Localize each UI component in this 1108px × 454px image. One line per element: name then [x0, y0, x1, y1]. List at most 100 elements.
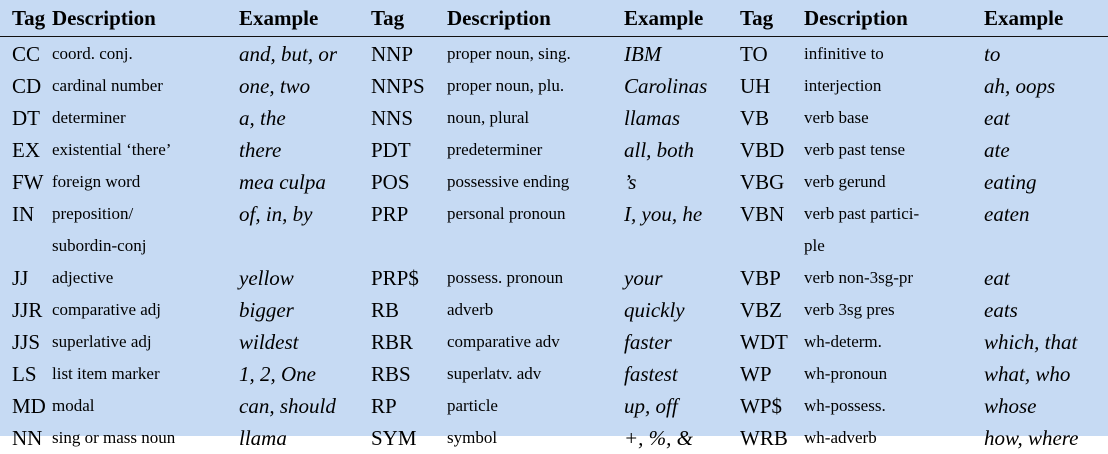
cell-description: determiner: [52, 108, 126, 127]
cell-tag: PRP: [371, 202, 409, 226]
cell-tag: CD: [12, 74, 42, 98]
cell-tag: JJ: [12, 266, 29, 290]
header-tag-2: Tag: [371, 6, 405, 30]
cell-example: llama: [239, 426, 287, 450]
cell-tag: WP$: [740, 394, 782, 418]
cell-tag: MD: [12, 394, 46, 418]
cell-description: symbol: [447, 428, 498, 447]
cell-description: foreign word: [52, 172, 141, 191]
cell-description: subordin-conj: [52, 236, 147, 255]
cell-description: list item marker: [52, 364, 160, 383]
cell-tag: UH: [740, 74, 771, 98]
cell-example: faster: [624, 330, 672, 354]
header-tag-1: Tag: [12, 6, 46, 30]
cell-example: what, who: [984, 362, 1071, 386]
cell-example: whose: [984, 394, 1037, 418]
header-description-1: Description: [52, 6, 156, 30]
cell-tag: FW: [12, 170, 44, 194]
cell-description: cardinal number: [52, 76, 163, 95]
cell-example: eats: [984, 298, 1018, 322]
cell-example: yellow: [239, 266, 294, 290]
cell-description: comparative adj: [52, 300, 162, 319]
cell-tag: NNPS: [371, 74, 425, 98]
table-row: subordin-conj ple: [0, 230, 1108, 262]
cell-example: your: [624, 266, 663, 290]
table-row: IN preposition/of, in, by PRP personal pron…: [0, 198, 1108, 230]
cell-example: of, in, by: [239, 202, 313, 226]
cell-tag: PRP$: [371, 266, 419, 290]
cell-description: verb non-3sg-pr: [804, 268, 914, 287]
cell-description: proper noun, sing.: [447, 44, 571, 63]
cell-example: ate: [984, 138, 1010, 162]
cell-description: wh-possess.: [804, 396, 886, 415]
cell-description: interjection: [804, 76, 882, 95]
cell-tag: VBN: [740, 202, 785, 226]
table-row: JJ adjective yellow PRP$ possess. pronoun you…: [0, 262, 1108, 294]
table-row: CD cardinal number one, two NNPS proper noun…: [0, 70, 1108, 102]
cell-example: mea culpa: [239, 170, 326, 194]
cell-tag: NNS: [371, 106, 414, 130]
cell-description: preposition/: [52, 204, 134, 223]
cell-description: modal: [52, 396, 95, 415]
cell-example: there: [239, 138, 282, 162]
cell-example: IBM: [624, 42, 662, 66]
cell-description: sing or mass noun: [52, 428, 176, 447]
cell-example: can, should: [239, 394, 336, 418]
header-example-3: Example: [984, 6, 1064, 30]
cell-description: possessive ending: [447, 172, 570, 191]
cell-description: adverb: [447, 300, 494, 319]
cell-tag: PDT: [371, 138, 411, 162]
cell-tag: JJS: [12, 330, 41, 354]
cell-tag: WDT: [740, 330, 788, 354]
cell-tag: VBG: [740, 170, 785, 194]
table-row: JJR comparative adj bigger RB adverb quickly V…: [0, 294, 1108, 326]
cell-description: proper noun, plu.: [447, 76, 565, 95]
cell-example: all, both: [624, 138, 695, 162]
cell-tag: VBD: [740, 138, 785, 162]
header-example-1: Example: [239, 6, 319, 30]
table-row: FW foreign word mea culpa POS possessive end…: [0, 166, 1108, 198]
header-row: Tag Description Example Tag Description …: [0, 0, 1108, 37]
cell-example: eaten: [984, 202, 1030, 226]
cell-tag: EX: [12, 138, 40, 162]
cell-tag: CC: [12, 42, 41, 66]
cell-description: personal pronoun: [447, 204, 566, 223]
cell-tag: VBP: [740, 266, 781, 290]
cell-description: wh-determ.: [804, 332, 882, 351]
cell-description: comparative adv: [447, 332, 560, 351]
header-description-2: Description: [447, 6, 551, 30]
table-row: CC coord. conj. and, but, or NNP proper noun…: [0, 38, 1108, 70]
cell-tag: SYM: [371, 426, 417, 450]
table-row: MD modal can, should RP particle up, off WP$ wh…: [0, 390, 1108, 422]
cell-example: up, off: [624, 394, 678, 418]
header-description-3: Description: [804, 6, 908, 30]
cell-description: infinitive to: [804, 44, 884, 63]
header-tag-3: Tag: [740, 6, 774, 30]
cell-example: quickly: [624, 298, 685, 322]
cell-example: how, where: [984, 426, 1079, 450]
cell-tag: VB: [740, 106, 770, 130]
cell-description: coord. conj.: [52, 44, 133, 63]
cell-tag: NNP: [371, 42, 414, 66]
cell-description: superlatv. adv: [447, 364, 542, 383]
header-example-2: Example: [624, 6, 704, 30]
cell-example: fastest: [624, 362, 678, 386]
cell-tag: TO: [740, 42, 768, 66]
cell-example: which, that: [984, 330, 1078, 354]
cell-example: wildest: [239, 330, 299, 354]
cell-description: ple: [804, 236, 825, 255]
cell-description: verb base: [804, 108, 869, 127]
cell-description: predeterminer: [447, 140, 543, 159]
table-row: NN sing or mass noun llama SYM symbol +, %, &…: [0, 422, 1108, 454]
cell-example: 1, 2, One: [239, 362, 316, 386]
cell-example: eat: [984, 106, 1010, 130]
table-row: DT determiner a, the NNS noun, plural llamas V…: [0, 102, 1108, 134]
cell-description: verb past tense: [804, 140, 906, 159]
cell-description: verb past partici-: [804, 204, 920, 223]
cell-tag: JJR: [12, 298, 43, 322]
cell-description: particle: [447, 396, 498, 415]
cell-example: ah, oops: [984, 74, 1056, 98]
cell-example: +, %, &: [624, 426, 693, 450]
cell-description: noun, plural: [447, 108, 530, 127]
